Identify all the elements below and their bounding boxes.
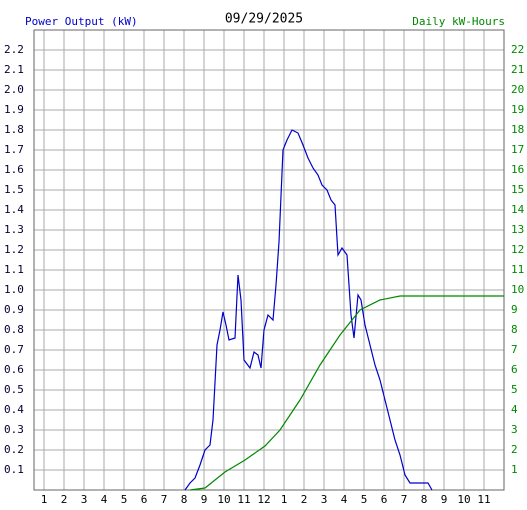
y-tick-label: 0.2 bbox=[4, 443, 24, 456]
y-tick-label: 0.7 bbox=[4, 343, 24, 356]
y2-tick-label: 7 bbox=[511, 343, 518, 356]
y-tick-label: 1.4 bbox=[4, 203, 24, 216]
x-tick-label: 1 bbox=[281, 493, 288, 506]
chart-title: 09/29/2025 bbox=[225, 12, 303, 27]
plot-border bbox=[33, 29, 505, 491]
y-tick-label: 0.8 bbox=[4, 323, 24, 336]
y2-tick-label: 6 bbox=[511, 363, 518, 376]
x-tick-label: 11 bbox=[237, 493, 250, 506]
x-tick-label: 5 bbox=[121, 493, 128, 506]
y2-tick-label: 5 bbox=[511, 383, 518, 396]
x-tick-label: 10 bbox=[217, 493, 230, 506]
y2-tick-label: 20 bbox=[511, 83, 524, 96]
x-tick-label: 5 bbox=[361, 493, 368, 506]
x-tick-label: 8 bbox=[181, 493, 188, 506]
x-tick-label: 12 bbox=[257, 493, 270, 506]
y2-tick-label: 19 bbox=[511, 103, 524, 116]
x-tick-label: 3 bbox=[321, 493, 328, 506]
x-tick-label: 4 bbox=[101, 493, 108, 506]
y2-tick-label: 17 bbox=[511, 143, 524, 156]
y-tick-label: 1.2 bbox=[4, 243, 24, 256]
y-axis-label: Power Output (kW) bbox=[25, 15, 138, 28]
y-tick-label: 0.5 bbox=[4, 383, 24, 396]
y2-tick-label: 12 bbox=[511, 243, 524, 256]
y2-tick-label: 15 bbox=[511, 183, 524, 196]
x-tick-label: 6 bbox=[141, 493, 148, 506]
y-tick-label: 1.7 bbox=[4, 143, 24, 156]
x-tick-label: 9 bbox=[441, 493, 448, 506]
y2-tick-label: 22 bbox=[511, 43, 524, 56]
x-tick-label: 11 bbox=[477, 493, 490, 506]
y-tick-label: 1.5 bbox=[4, 183, 24, 196]
y-tick-label: 1.8 bbox=[4, 123, 24, 136]
y2-axis-label: Daily kW-Hours bbox=[412, 15, 505, 28]
y2-tick-label: 14 bbox=[511, 203, 525, 216]
y-tick-label: 0.9 bbox=[4, 303, 24, 316]
x-tick-label: 6 bbox=[381, 493, 388, 506]
x-tick-label: 7 bbox=[401, 493, 408, 506]
y2-tick-label: 2 bbox=[511, 443, 518, 456]
x-tick-label: 7 bbox=[161, 493, 168, 506]
y2-tick-label: 16 bbox=[511, 163, 524, 176]
x-tick-label: 2 bbox=[61, 493, 68, 506]
x-tick-label: 2 bbox=[301, 493, 308, 506]
y-tick-label: 1.6 bbox=[4, 163, 24, 176]
y-tick-label: 0.4 bbox=[4, 403, 24, 416]
y-tick-label: 0.6 bbox=[4, 363, 24, 376]
data-line bbox=[189, 295, 504, 491]
data-line bbox=[184, 129, 433, 491]
y2-tick-label: 13 bbox=[511, 223, 524, 236]
y2-tick-label: 8 bbox=[511, 323, 518, 336]
y-tick-label: 0.3 bbox=[4, 423, 24, 436]
y2-tick-label: 11 bbox=[511, 263, 524, 276]
y-tick-label: 1.3 bbox=[4, 223, 24, 236]
y2-tick-label: 1 bbox=[511, 463, 518, 476]
y2-tick-label: 18 bbox=[511, 123, 524, 136]
y2-tick-label: 10 bbox=[511, 283, 524, 296]
x-tick-label: 9 bbox=[201, 493, 208, 506]
x-tick-label: 10 bbox=[457, 493, 470, 506]
y-tick-label: 1.1 bbox=[4, 263, 24, 276]
y-tick-label: 0.1 bbox=[4, 463, 24, 476]
x-tick-label: 1 bbox=[41, 493, 48, 506]
y2-tick-label: 21 bbox=[511, 63, 524, 76]
y-tick-label: 1.0 bbox=[4, 283, 24, 296]
x-tick-label: 8 bbox=[421, 493, 428, 506]
y2-tick-label: 9 bbox=[511, 303, 518, 316]
y-tick-label: 2.0 bbox=[4, 83, 24, 96]
y-tick-label: 1.9 bbox=[4, 103, 24, 116]
y-tick-label: 2.1 bbox=[4, 63, 24, 76]
y-tick-label: 2.2 bbox=[4, 43, 24, 56]
x-tick-label: 3 bbox=[81, 493, 88, 506]
x-tick-label: 4 bbox=[341, 493, 348, 506]
y2-tick-label: 4 bbox=[511, 403, 518, 416]
y2-tick-label: 3 bbox=[511, 423, 518, 436]
